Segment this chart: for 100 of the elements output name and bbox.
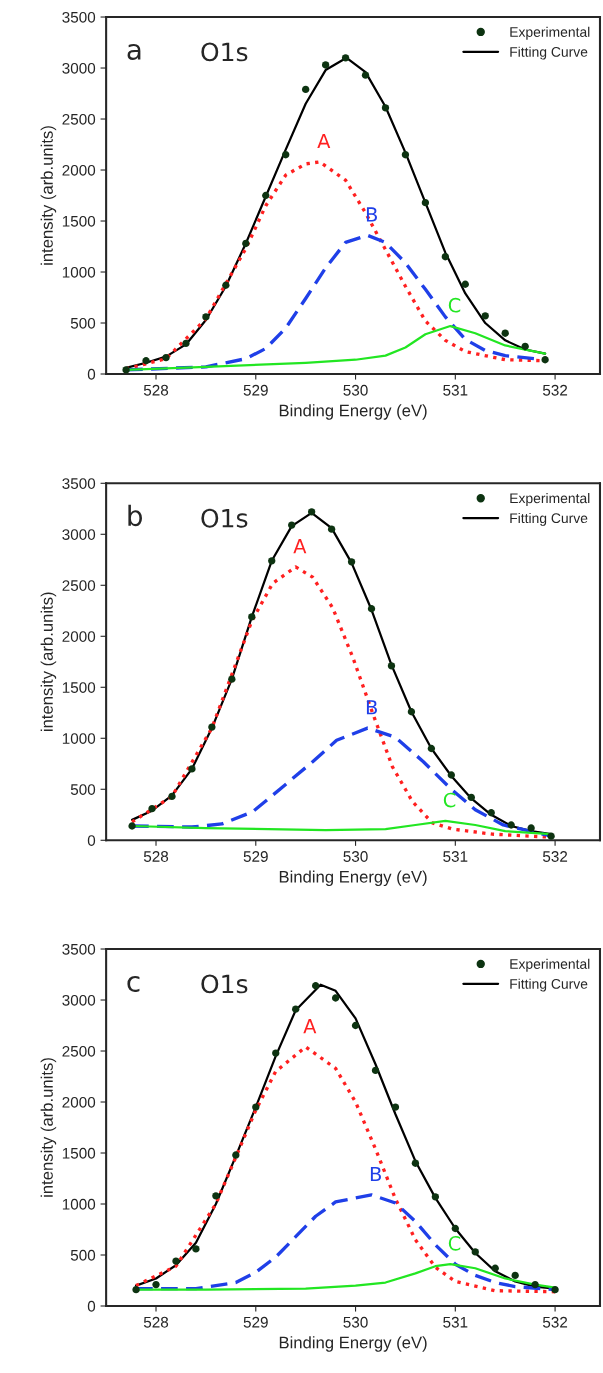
x-axis-title: Binding Energy (eV) <box>279 870 427 887</box>
point <box>307 508 316 516</box>
x-tick-label: 531 <box>443 851 468 862</box>
point <box>461 280 469 288</box>
x-tick-label: 531 <box>443 384 468 396</box>
legend-label: Experimental <box>510 958 590 972</box>
point <box>327 525 336 533</box>
annotation: O1s <box>201 974 248 994</box>
point <box>252 1103 260 1111</box>
annotation: a <box>127 44 141 60</box>
annotation: C <box>448 297 461 313</box>
point <box>132 1286 140 1294</box>
point <box>347 558 356 566</box>
annotation: O1s <box>201 508 248 528</box>
y-tick-label: 2500 <box>62 580 96 591</box>
point <box>262 191 270 200</box>
point <box>541 356 549 364</box>
y-axis-title: intensity (arb.units) <box>40 1058 57 1197</box>
point <box>232 1151 240 1159</box>
x-tick-label: 529 <box>243 384 268 396</box>
point <box>228 675 236 683</box>
annotation: C <box>448 1235 461 1251</box>
point <box>441 253 450 261</box>
y-tick-label: 0 <box>87 368 96 380</box>
point <box>248 613 256 621</box>
x-tick-label: 532 <box>542 384 568 396</box>
point <box>292 1005 300 1013</box>
annotation: B <box>366 700 377 715</box>
y-tick-label: 3000 <box>62 529 96 540</box>
annotation: A <box>303 1018 317 1034</box>
point <box>481 312 489 320</box>
y-tick-label: 0 <box>87 1300 96 1312</box>
point <box>168 792 176 801</box>
point <box>288 521 296 529</box>
legend-label: Fitting Curve <box>510 978 588 992</box>
point <box>387 662 396 670</box>
point <box>222 281 230 289</box>
point <box>401 151 410 159</box>
legend-label: Fitting Curve <box>510 46 588 60</box>
legend-label: Experimental <box>510 26 590 40</box>
point <box>192 1245 200 1253</box>
point <box>447 771 455 779</box>
point <box>268 557 276 565</box>
y-tick-label: 0 <box>87 835 96 846</box>
y-tick-label: 500 <box>70 784 96 795</box>
x-tick-label: 529 <box>243 851 268 862</box>
point <box>321 61 330 69</box>
legend-label: Experimental <box>510 493 590 506</box>
point <box>282 151 290 159</box>
y-tick-label: 3500 <box>62 943 96 955</box>
point <box>188 765 196 773</box>
point <box>371 1066 380 1075</box>
x-axis-title: Binding Energy (eV) <box>279 404 427 420</box>
annotation: C <box>443 792 456 808</box>
point <box>182 339 190 348</box>
point <box>507 821 515 829</box>
y-tick-label: 500 <box>70 317 96 329</box>
point <box>487 809 495 817</box>
point <box>361 71 370 79</box>
point <box>521 342 529 351</box>
y-tick-label: 1500 <box>62 682 96 693</box>
point <box>511 1271 519 1280</box>
annotation: B <box>366 207 377 222</box>
point <box>212 1192 220 1200</box>
x-tick-label: 528 <box>143 384 169 396</box>
point <box>551 1286 559 1294</box>
point <box>411 1159 420 1167</box>
point <box>531 1280 539 1289</box>
y-tick-label: 1500 <box>62 1147 96 1159</box>
legend-label: Fitting Curve <box>510 512 588 526</box>
x-tick-label: 529 <box>243 1316 268 1328</box>
point <box>451 1224 459 1233</box>
x-axis-title: Binding Energy (eV) <box>279 1336 427 1352</box>
point <box>142 357 150 365</box>
x-tick-label: 532 <box>542 851 568 862</box>
point <box>471 1248 479 1256</box>
point <box>431 1193 440 1201</box>
point <box>202 313 210 321</box>
y-tick-label: 3500 <box>62 11 96 23</box>
point <box>301 85 310 94</box>
annotation: A <box>293 538 307 554</box>
point <box>311 982 320 990</box>
y-tick-label: 1500 <box>62 215 96 227</box>
y-tick-label: 2000 <box>62 1096 96 1108</box>
y-tick-label: 2500 <box>62 113 96 125</box>
y-tick-label: 2000 <box>62 164 96 176</box>
point <box>242 239 250 248</box>
point <box>467 793 475 802</box>
point <box>391 1103 400 1111</box>
point <box>367 605 376 613</box>
x-tick-label: 530 <box>343 384 368 396</box>
x-tick-label: 531 <box>443 1316 468 1328</box>
point <box>152 1280 160 1289</box>
y-axis-title: intensity (arb.units) <box>40 592 57 732</box>
y-tick-label: 1000 <box>62 1198 96 1210</box>
point <box>331 994 340 1002</box>
y-tick-label: 1000 <box>62 733 96 744</box>
x-tick-label: 532 <box>542 1316 568 1328</box>
point <box>162 354 170 362</box>
y-tick-label: 2000 <box>62 631 96 642</box>
